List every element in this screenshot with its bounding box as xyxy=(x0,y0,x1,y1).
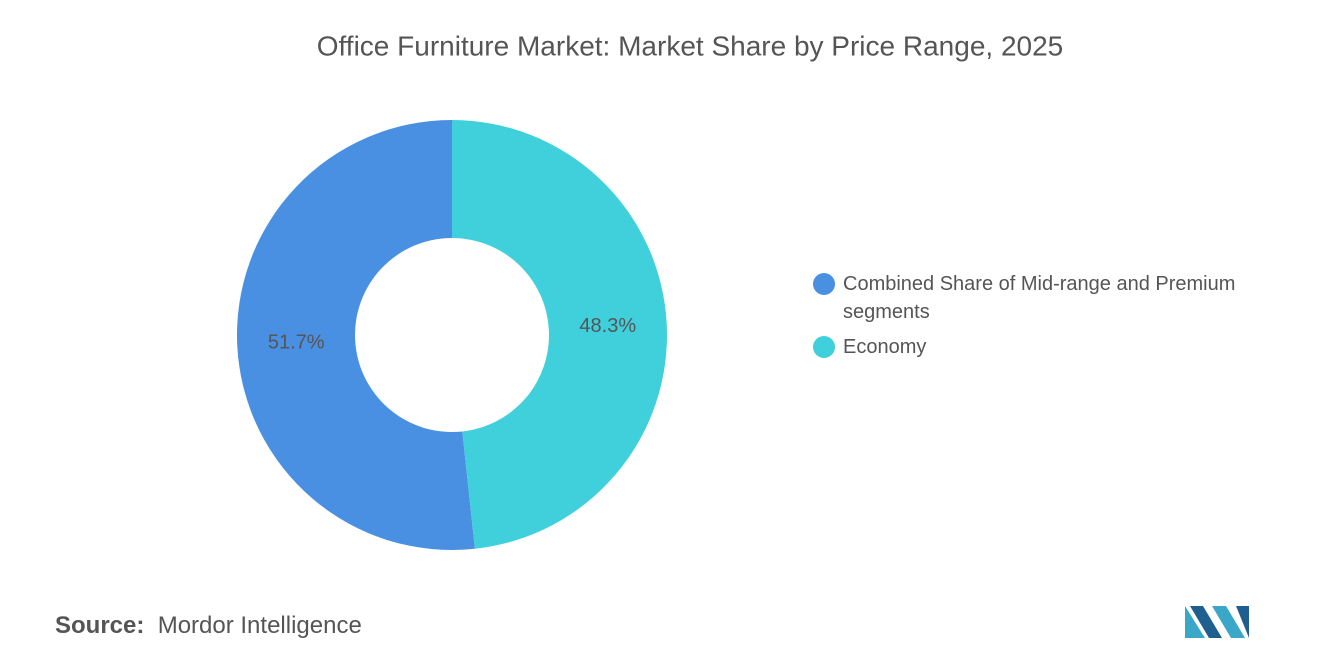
legend-label: Combined Share of Mid-range and Premium … xyxy=(843,273,1236,323)
legend-swatch xyxy=(813,336,835,358)
legend-swatch xyxy=(813,273,835,295)
donut-slice xyxy=(452,120,667,549)
legend: Combined Share of Mid-range and Premium … xyxy=(813,270,1293,368)
value-label: 48.3% xyxy=(579,315,636,337)
legend-item: Economy xyxy=(813,333,1293,361)
legend-item: Combined Share of Mid-range and Premium … xyxy=(813,270,1293,326)
donut-slice xyxy=(236,120,475,551)
source: Source: Mordor Intelligence xyxy=(55,612,362,640)
donut: 51.7% 48.3% xyxy=(236,120,667,551)
source-text: Mordor Intelligence xyxy=(157,612,362,639)
value-label: 51.7% xyxy=(268,332,325,354)
logo xyxy=(1185,606,1249,638)
source-label: Source: xyxy=(55,612,145,639)
legend-label: Economy xyxy=(843,336,927,358)
chart-title: Office Furniture Market: Market Share by… xyxy=(317,30,1063,61)
